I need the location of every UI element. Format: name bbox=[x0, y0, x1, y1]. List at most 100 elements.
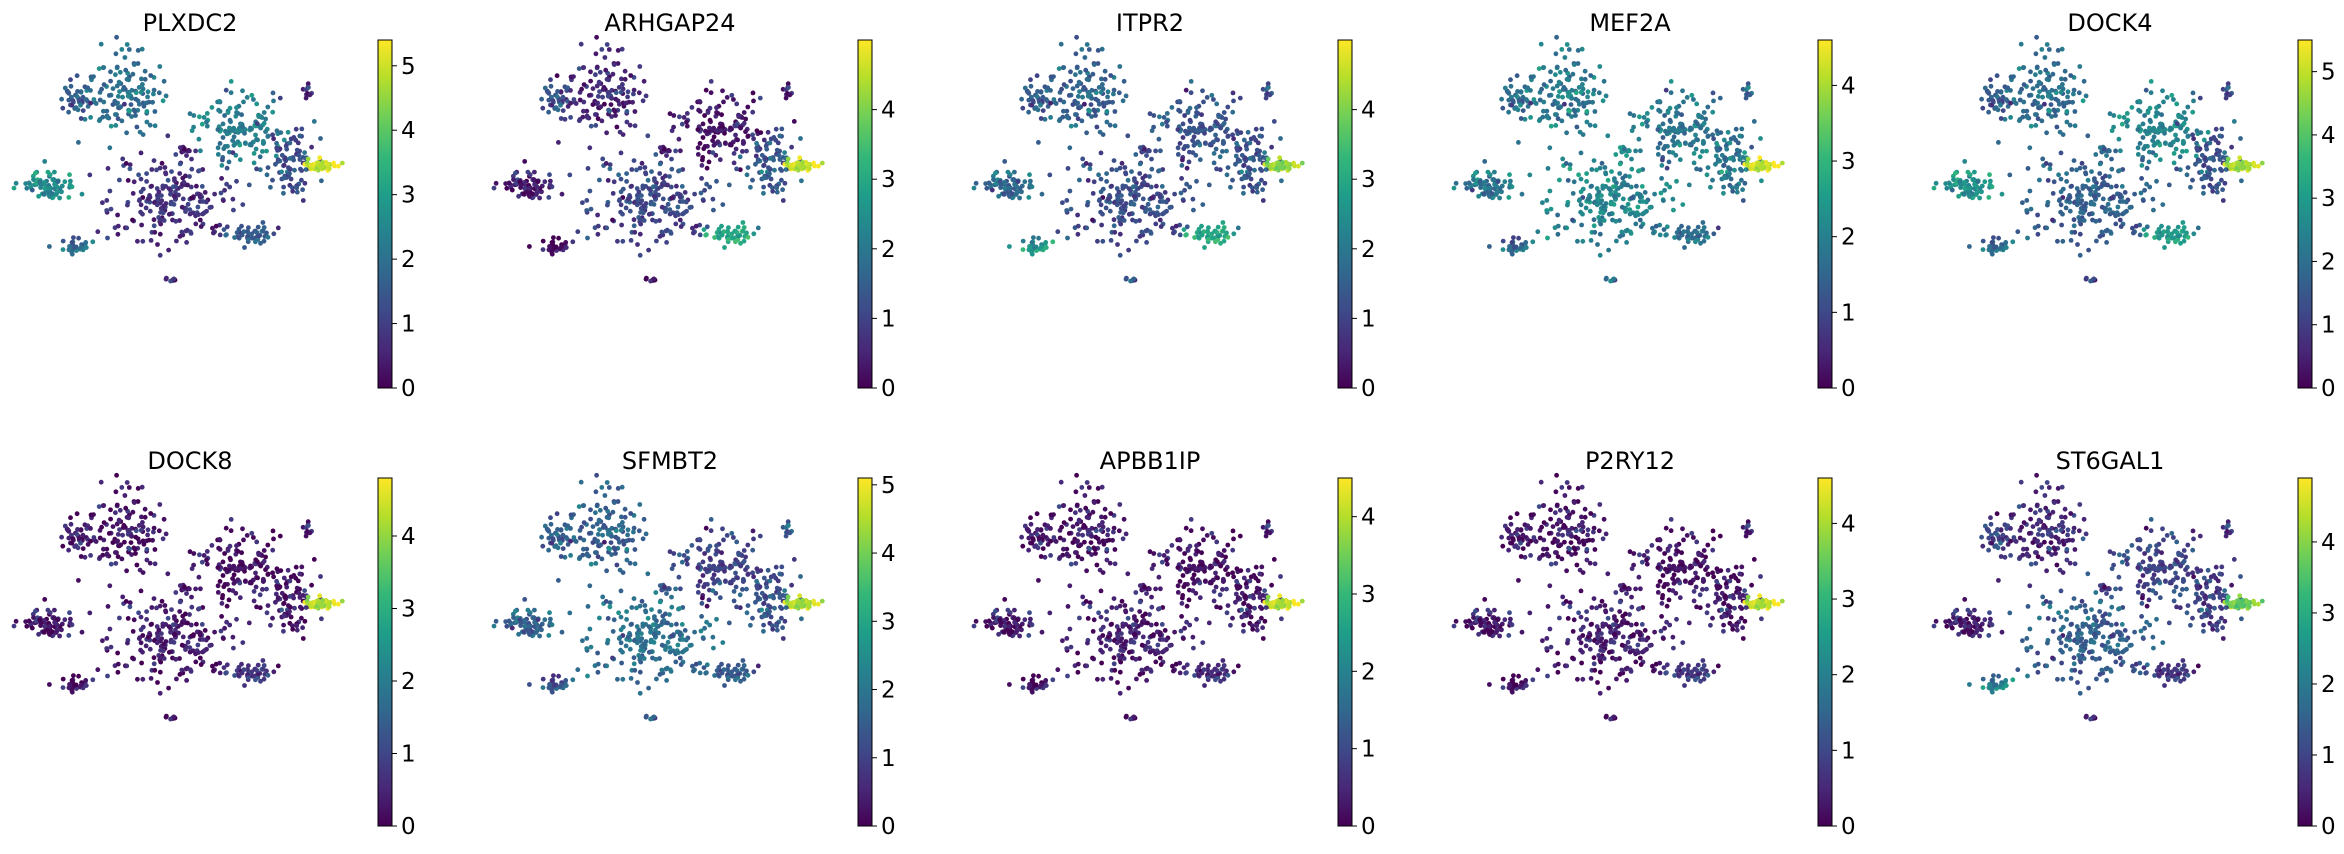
scatter-point bbox=[1056, 66, 1062, 71]
scatter-point bbox=[653, 189, 658, 195]
scatter-point bbox=[1734, 185, 1740, 191]
scatter-point bbox=[270, 177, 275, 183]
scatter-point bbox=[2140, 135, 2146, 140]
scatter-point bbox=[2085, 133, 2091, 139]
scatter-point bbox=[2015, 229, 2021, 235]
scatter-point bbox=[998, 182, 1004, 188]
scatter-point bbox=[2010, 239, 2016, 245]
scatter-point bbox=[546, 195, 552, 200]
scatter-point bbox=[2067, 208, 2073, 214]
scatter-point bbox=[577, 117, 583, 122]
scatter-point bbox=[2151, 142, 2157, 148]
scatter-point bbox=[1520, 94, 1526, 100]
scatter-point bbox=[535, 179, 541, 185]
scatter-point bbox=[1147, 111, 1153, 117]
scatter-point bbox=[196, 650, 201, 655]
scatter-point bbox=[751, 98, 756, 104]
scatter-point bbox=[200, 199, 206, 204]
scatter-point bbox=[62, 85, 68, 91]
scatter-point bbox=[271, 574, 276, 580]
scatter-point bbox=[1164, 123, 1170, 129]
scatter-point bbox=[1505, 89, 1511, 95]
scatter-point bbox=[628, 73, 634, 78]
scatter-point bbox=[1182, 113, 1187, 118]
scatter-point bbox=[239, 112, 245, 118]
scatter-point bbox=[700, 135, 706, 140]
scatter-point bbox=[146, 634, 151, 640]
scatter-point bbox=[1177, 141, 1183, 146]
scatter-point bbox=[776, 152, 782, 158]
scatter-point bbox=[2201, 175, 2207, 181]
scatter-point bbox=[2124, 123, 2130, 129]
scatter-point bbox=[104, 108, 110, 114]
scatter-point bbox=[575, 229, 581, 235]
scatter-point bbox=[1704, 148, 1709, 154]
scatter-point bbox=[66, 97, 72, 103]
scatter-point bbox=[194, 183, 199, 189]
scatter-point bbox=[789, 144, 794, 150]
scatter-point bbox=[586, 93, 592, 98]
scatter-point bbox=[2185, 165, 2191, 171]
scatter-point bbox=[506, 180, 512, 186]
scatter-point bbox=[2190, 109, 2196, 115]
scatter-point bbox=[1672, 235, 1677, 240]
scatter-point bbox=[2122, 190, 2128, 195]
scatter-point bbox=[101, 503, 107, 508]
scatter-point bbox=[2124, 111, 2130, 116]
scatter-point bbox=[1001, 191, 1006, 197]
scatter-point bbox=[152, 561, 158, 567]
scatter-point bbox=[1694, 121, 1700, 126]
scatter-point bbox=[2085, 177, 2091, 183]
scatter-point bbox=[1492, 169, 1497, 175]
scatter-point bbox=[303, 167, 309, 172]
scatter-point bbox=[297, 133, 303, 139]
scatter-point bbox=[108, 507, 113, 513]
scatter-point bbox=[491, 185, 497, 191]
scatter-point bbox=[129, 87, 135, 93]
scatter-point bbox=[1636, 212, 1641, 218]
scatter-point bbox=[1230, 109, 1236, 115]
scatter-point bbox=[251, 151, 257, 156]
scatter-point bbox=[1064, 108, 1070, 114]
scatter-point bbox=[123, 67, 129, 73]
colorbar-tick-label: 2 bbox=[2321, 249, 2336, 275]
scatter-point bbox=[2139, 176, 2145, 181]
scatter-point bbox=[1040, 94, 1046, 100]
scatter-point bbox=[1629, 156, 1634, 162]
scatter-point bbox=[305, 81, 311, 87]
scatter-point bbox=[1986, 109, 1991, 115]
scatter-point bbox=[2141, 198, 2146, 204]
scatter-point bbox=[1214, 101, 1220, 107]
scatter-point bbox=[293, 564, 299, 570]
scatter-point bbox=[664, 240, 669, 245]
scatter-point bbox=[1162, 190, 1168, 195]
scatter-point bbox=[1597, 252, 1603, 258]
scatter-point bbox=[113, 550, 118, 555]
scatter-point bbox=[125, 90, 131, 95]
scatter-point bbox=[1574, 124, 1580, 130]
scatter-point bbox=[52, 182, 57, 187]
scatter-point bbox=[1749, 162, 1754, 168]
colorbar-tick-label: 0 bbox=[1361, 376, 1376, 402]
scatter-point bbox=[1147, 174, 1152, 179]
scatter-point bbox=[177, 599, 183, 605]
scatter-point bbox=[114, 34, 119, 40]
scatter-point bbox=[617, 197, 623, 203]
scatter-point bbox=[585, 166, 591, 171]
scatter-point bbox=[69, 240, 75, 245]
scatter-point bbox=[1043, 240, 1049, 245]
scatter-point bbox=[2045, 202, 2050, 208]
scatter-point bbox=[96, 504, 102, 509]
scatter-point bbox=[2105, 182, 2110, 188]
scatter-point bbox=[1553, 72, 1558, 78]
colorbar-tick-label: 5 bbox=[2321, 60, 2336, 86]
scatter-point bbox=[1569, 95, 1574, 101]
scatter-point bbox=[198, 148, 203, 154]
colorbar bbox=[857, 39, 873, 389]
scatter-point bbox=[222, 113, 228, 118]
scatter-point bbox=[66, 195, 72, 200]
colorbar-tick-label: 2 bbox=[401, 247, 416, 273]
scatter-point bbox=[1510, 98, 1516, 103]
scatter-point bbox=[1121, 78, 1127, 84]
scatter-point bbox=[1157, 194, 1163, 200]
